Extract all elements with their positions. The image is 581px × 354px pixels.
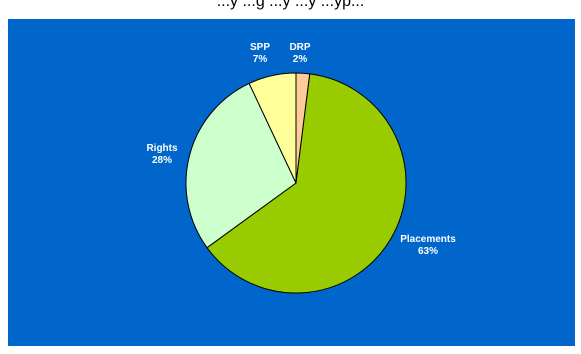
slice-value-rights: 28% (152, 155, 172, 166)
slice-value-drp: 2% (293, 54, 308, 65)
slice-value-placements: 63% (418, 246, 438, 257)
pie-slice-placements (206, 73, 407, 294)
slice-label-spp: SPP (250, 42, 270, 53)
slice-label-drp: DRP (289, 42, 310, 53)
chart-title: ...y ...g ...y ...y ...yp... (216, 0, 365, 10)
slice-label-placements: Placements (400, 234, 456, 245)
slice-value-spp: 7% (253, 54, 268, 65)
pie-slice-rights (185, 82, 297, 249)
pie-slice-spp (248, 72, 297, 184)
slice-label-rights: Rights (146, 143, 178, 154)
